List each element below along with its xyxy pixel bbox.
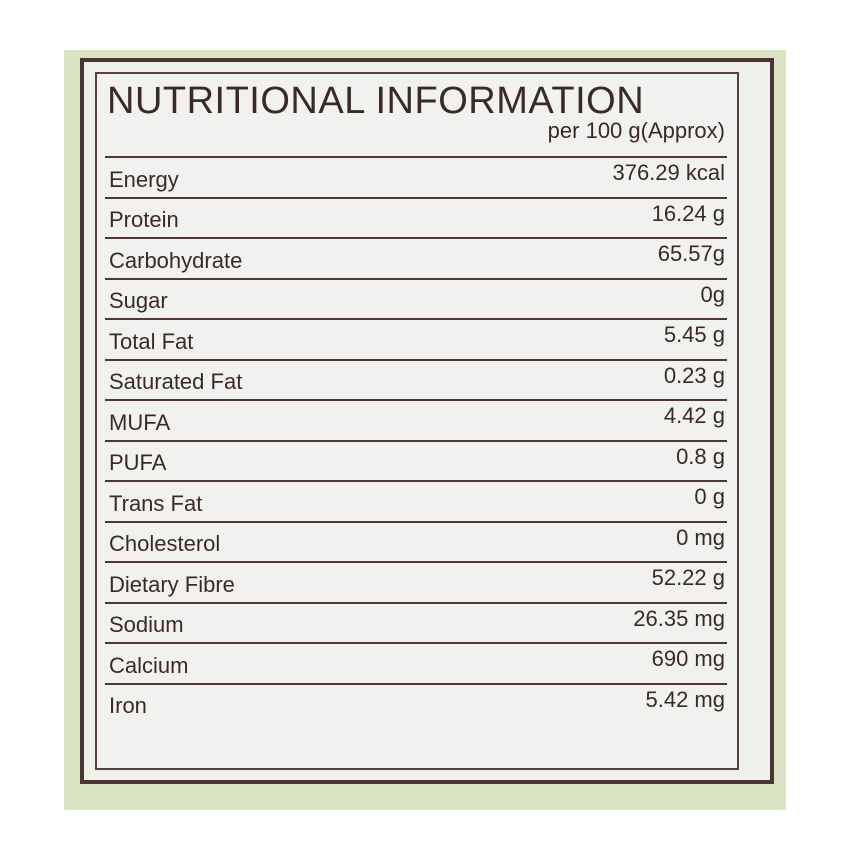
nutrient-name: PUFA (109, 450, 167, 475)
nutrient-row: Sodium 26.35 mg (105, 601, 727, 643)
nutrient-row: Sugar 0g (105, 277, 727, 319)
nutrient-row: Carbohydrate 65.57g (105, 237, 727, 278)
nutrient-name: Cholesterol (109, 531, 221, 556)
nutrient-value: 0g (700, 281, 725, 307)
nutrient-value: 690 mg (651, 646, 725, 671)
nutrient-value: 376.29 kcal (612, 160, 725, 185)
nutrition-table: Energy 376.29 kcal Protein 16.24 g Carbohydr… (105, 156, 727, 723)
nutrient-value: 0 mg (676, 524, 725, 550)
nutrient-name: Iron (109, 693, 147, 718)
nutrient-row: Calcium 690 mg (105, 642, 727, 683)
nutrient-row: Energy 376.29 kcal (105, 156, 727, 197)
nutrient-row: Iron 5.42 mg (105, 682, 727, 724)
nutrient-value: 5.45 g (663, 322, 725, 347)
nutrient-value: 16.24 g (651, 200, 725, 226)
nutrient-row: Trans Fat 0 g (105, 480, 727, 521)
nutrient-name: Calcium (109, 652, 189, 678)
nutrient-value: 0 g (694, 484, 725, 509)
nutrient-name: Protein (109, 207, 179, 232)
label-subtitle: per 100 g(Approx) (547, 118, 725, 143)
nutrient-name: Energy (109, 166, 179, 192)
nutrient-row: Cholesterol 0 mg (105, 520, 727, 562)
nutrient-name: Sugar (109, 288, 168, 313)
nutrient-name: Total Fat (109, 328, 194, 354)
nutrient-value: 65.57g (657, 241, 725, 266)
nutrient-value: 0.8 g (676, 443, 725, 469)
nutrition-label: NUTRITIONAL INFORMATION per 100 g(Approx… (95, 72, 739, 770)
nutrient-value: 5.42 mg (645, 686, 726, 712)
nutrient-row: Dietary Fibre 52.22 g (105, 561, 727, 602)
nutrient-name: MUFA (109, 409, 171, 435)
nutrient-value: 52.22 g (651, 565, 725, 590)
nutrient-row: Saturated Fat 0.23 g (105, 358, 727, 400)
label-title: NUTRITIONAL INFORMATION (107, 80, 645, 122)
nutrient-name: Carbohydrate (109, 247, 243, 273)
nutrient-name: Trans Fat (109, 490, 203, 516)
nutrient-value: 0.23 g (663, 362, 725, 388)
nutrient-row: MUFA 4.42 g (105, 399, 727, 440)
nutrient-value: 26.35 mg (633, 605, 725, 631)
nutrient-name: Dietary Fibre (109, 571, 235, 597)
nutrient-row: PUFA 0.8 g (105, 439, 727, 481)
nutrient-row: Protein 16.24 g (105, 196, 727, 238)
nutrient-row: Total Fat 5.45 g (105, 318, 727, 359)
nutrient-name: Saturated Fat (109, 369, 243, 394)
nutrient-name: Sodium (109, 612, 184, 637)
nutrient-value: 4.42 g (663, 403, 725, 428)
